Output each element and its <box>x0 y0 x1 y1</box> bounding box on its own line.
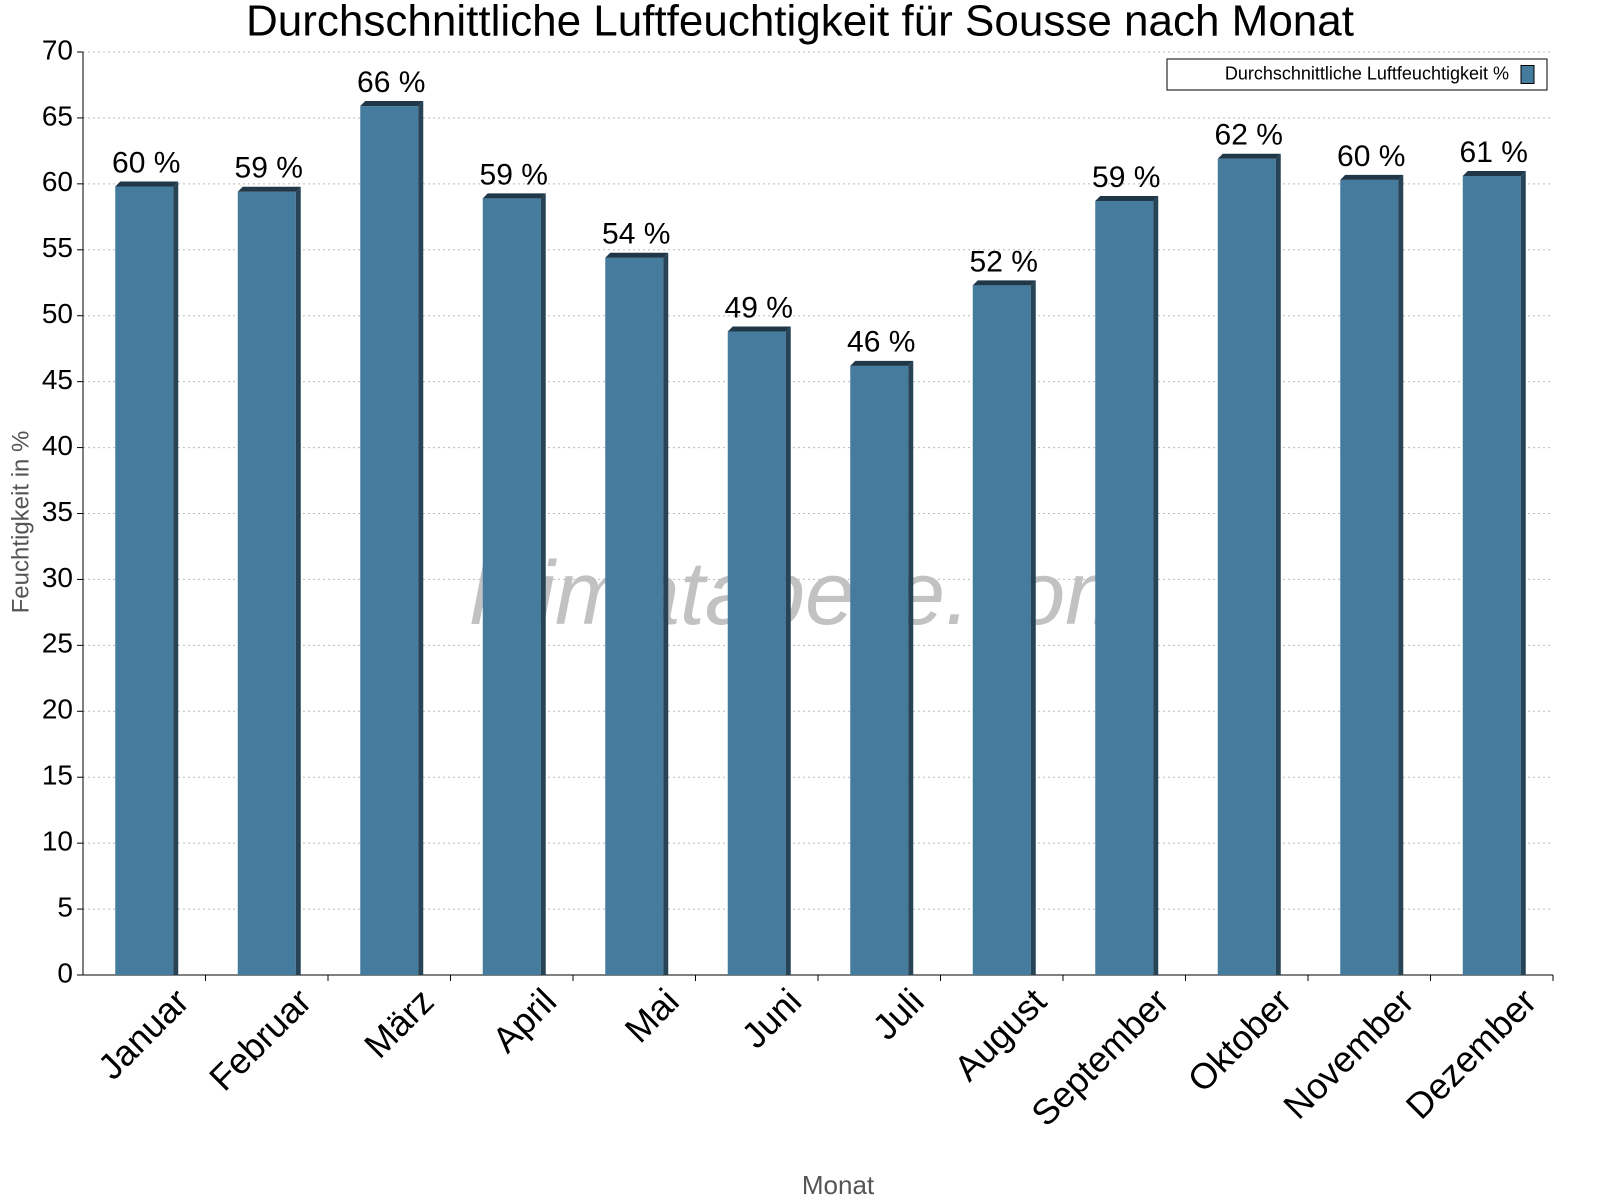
value-label: 62 % <box>1215 119 1283 152</box>
value-label: 54 % <box>602 218 670 251</box>
value-label: 52 % <box>970 245 1038 278</box>
bar <box>605 257 664 975</box>
x-tick-label: Februar <box>201 980 319 1098</box>
bar <box>1217 158 1276 975</box>
bar-depth <box>360 101 424 107</box>
bar-depth <box>540 193 546 975</box>
bar <box>1462 175 1521 976</box>
x-tick-label: August <box>946 980 1054 1088</box>
bar <box>237 191 296 976</box>
bar-depth <box>785 326 791 976</box>
value-label: 66 % <box>357 66 425 99</box>
y-tick-label: 30 <box>42 562 73 593</box>
bar-depth <box>663 252 669 975</box>
legend-swatch <box>1520 65 1535 84</box>
value-label: 59 % <box>1092 161 1160 194</box>
y-tick-label: 0 <box>57 957 73 988</box>
y-tick-label: 50 <box>42 298 73 329</box>
x-tick-label: Mai <box>617 980 687 1050</box>
y-tick-label: 20 <box>42 694 73 725</box>
x-tick-label: März <box>356 980 442 1066</box>
y-tick-label: 55 <box>42 232 73 263</box>
bar <box>1340 179 1399 975</box>
y-tick-label: 15 <box>42 760 73 791</box>
bar <box>115 186 174 976</box>
bar-depth <box>850 360 914 366</box>
y-tick-label: 35 <box>42 496 73 527</box>
x-tick-label: Juli <box>864 980 931 1047</box>
legend-label: Durchschnittliche Luftfeuchtigkeit % <box>1225 63 1509 83</box>
bar-depth <box>1095 195 1159 201</box>
value-label: 60 % <box>112 146 180 179</box>
bar-depth <box>173 181 179 976</box>
bar-depth <box>1030 280 1036 975</box>
bar <box>1095 200 1154 976</box>
bar-depth <box>295 186 301 976</box>
y-tick-label: 70 <box>42 34 73 65</box>
bar-depth <box>418 101 424 976</box>
bar-depth <box>1275 153 1281 975</box>
x-tick-label: April <box>484 980 564 1060</box>
bar-depth <box>1520 170 1526 976</box>
bar <box>360 106 419 976</box>
x-tick-label: November <box>1275 980 1421 1126</box>
bar-depth <box>482 193 546 199</box>
value-label: 49 % <box>725 291 793 324</box>
value-label: 59 % <box>235 152 303 185</box>
watermark: klimatabelle.com <box>470 544 1140 644</box>
x-tick-label: Oktober <box>1180 980 1300 1100</box>
legend: Durchschnittliche Luftfeuchtigkeit % <box>1166 58 1548 91</box>
y-tick-label: 40 <box>42 430 73 461</box>
chart-title: Durchschnittliche Luftfeuchtigkeit für S… <box>246 0 1354 46</box>
bar <box>850 365 909 975</box>
x-tick-label: Dezember <box>1398 980 1544 1126</box>
y-tick-label: 5 <box>57 891 73 922</box>
bar-depth <box>727 326 791 332</box>
bar-depth <box>1153 195 1159 976</box>
x-axis-label: Monat <box>802 1170 875 1200</box>
bar-depth <box>972 280 1036 286</box>
bar <box>482 198 541 975</box>
legend-box <box>1166 58 1548 91</box>
y-axis-label: Feuchtigkeit in % <box>7 431 34 614</box>
bar-depth <box>908 360 914 975</box>
y-tick-label: 60 <box>42 166 73 197</box>
y-tick-label: 10 <box>42 826 73 857</box>
x-tick-label: Juni <box>733 980 809 1056</box>
bar-depth <box>1398 174 1404 975</box>
bar-depth <box>1340 174 1404 180</box>
x-tick-label: Januar <box>90 980 197 1087</box>
bar-depth <box>1462 170 1526 176</box>
bar <box>972 285 1031 975</box>
bar <box>727 331 786 976</box>
y-tick-label: 45 <box>42 364 73 395</box>
value-label: 60 % <box>1337 140 1405 173</box>
bar-depth <box>115 181 179 187</box>
y-tick-label: 65 <box>42 100 73 131</box>
value-label: 61 % <box>1460 136 1528 169</box>
bar-depth <box>237 186 301 192</box>
bar-depth <box>1217 153 1281 159</box>
bar-depth <box>605 252 669 258</box>
value-label: 59 % <box>480 158 548 191</box>
y-tick-label: 25 <box>42 628 73 659</box>
value-label: 46 % <box>847 326 915 359</box>
